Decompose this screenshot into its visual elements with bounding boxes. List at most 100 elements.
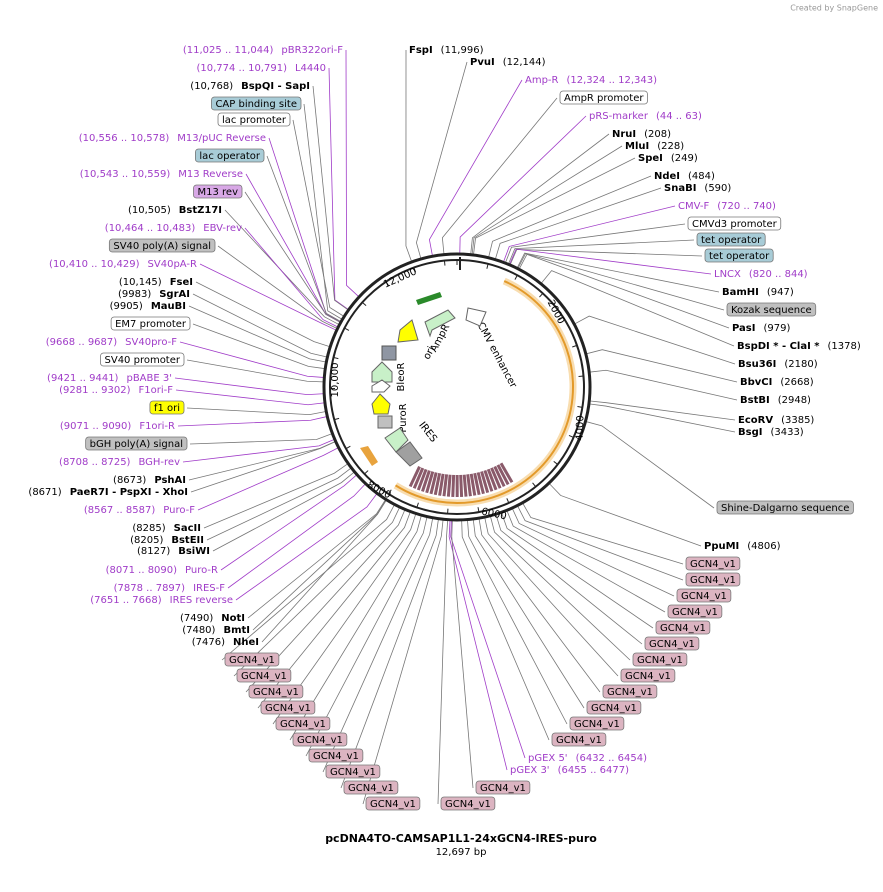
map-label: GCN4_v1: [686, 557, 740, 570]
enzyme-name: NheI: [233, 637, 259, 648]
enzyme-name: FspI: [409, 45, 433, 56]
position: (947): [767, 287, 794, 298]
position: (3385): [781, 415, 814, 426]
enzyme-name: SpeI: [638, 153, 663, 164]
repeat-hatch: [448, 475, 450, 497]
em7-box: [382, 346, 396, 360]
enzyme-name: BmtI: [223, 625, 250, 636]
leader-line: [491, 517, 630, 660]
ring-label: 6000: [480, 506, 507, 522]
map-label: FseI(10,145): [119, 277, 193, 288]
ring-label: 4000: [575, 415, 587, 441]
position: (7651 .. 7668): [90, 595, 162, 606]
position: (11,996): [441, 45, 484, 56]
leader-line: [193, 294, 326, 357]
feature-name: GCN4_v1: [253, 687, 299, 698]
map-label: GCN4_v1: [686, 573, 740, 586]
position: (2180): [784, 359, 817, 370]
position: (4806): [747, 541, 780, 552]
map-label: EBV-rev(10,464 .. 10,483): [105, 223, 242, 234]
feature-name: lac operator: [199, 151, 260, 162]
map-label: F1ori-F(9281 .. 9302): [59, 385, 173, 396]
map-label: GCN4_v1: [441, 797, 495, 810]
leader-line: [590, 404, 735, 432]
primer-name: LNCX: [714, 269, 741, 280]
enzyme-name: PasI: [732, 323, 755, 334]
repeat-hatch: [453, 475, 454, 497]
repeat-hatch: [444, 474, 447, 496]
position: (9421 .. 9441): [47, 373, 119, 384]
leader-line: [304, 104, 342, 319]
map-label: pBABE 3' (9421 .. 9441): [47, 373, 172, 384]
feature-name: GCN4_v1: [681, 591, 727, 602]
position: (10,543 .. 10,559): [80, 169, 171, 180]
leader-line: [236, 494, 377, 600]
map-label: Kozak sequence: [727, 303, 816, 316]
feature-name: GCN4_v1: [265, 703, 311, 714]
leader-line: [517, 253, 719, 292]
primer-name: BGH-rev: [138, 457, 180, 468]
leader-line: [462, 521, 549, 740]
map-label: pGEX 5'(6432 .. 6454): [528, 753, 647, 764]
map-label: GCN4_v1: [344, 781, 398, 794]
primer-name: SV40pA-R: [148, 259, 197, 270]
position: (9905): [110, 301, 143, 312]
leader-line: [178, 417, 326, 426]
map-label: GCN4_v1: [476, 781, 530, 794]
map-label: lac operator: [195, 149, 264, 162]
map-label: pGEX 3'(6455 .. 6477): [510, 765, 629, 776]
leader-line: [523, 504, 683, 564]
enzyme-name: NotI: [221, 613, 245, 624]
map-label: SnaBI(590): [664, 183, 731, 194]
map-label: SgrAI(9983): [118, 289, 190, 300]
leader-line: [473, 520, 584, 708]
position: (8127): [137, 546, 170, 557]
leader-line: [513, 509, 674, 596]
enzyme-name: MluI: [625, 141, 649, 152]
primer-name: pRS-marker: [589, 111, 649, 122]
map-label: f1 ori: [150, 401, 184, 414]
primer-name: pBR322ori-F: [281, 45, 343, 56]
map-length: 12,697 bp: [436, 847, 487, 858]
primer-name: SV40pro-F: [125, 337, 177, 348]
leader-line: [504, 206, 675, 261]
map-label: pBR322ori-F(11,025 .. 11,044): [183, 45, 343, 56]
primer-name: pBABE 3': [126, 373, 172, 384]
small-orange-arrow: [360, 446, 378, 466]
map-label: PpuMI (4806): [704, 541, 781, 552]
enzyme-name: BspQI - SapI: [241, 81, 310, 92]
position: (8285): [132, 523, 165, 534]
map-label: BamHI(947): [722, 287, 794, 298]
leader-line: [234, 508, 399, 676]
leader-line: [510, 249, 702, 264]
map-label: GCN4_v1: [645, 637, 699, 650]
feature-name: GCN4_v1: [690, 575, 736, 586]
enzyme-name: PaeR7I - PspXI - XhoI: [70, 487, 188, 498]
primer-name: pGEX 5': [528, 753, 568, 764]
leader-line: [586, 422, 714, 508]
feature-name: CMVd3 promoter: [692, 219, 778, 230]
leader-line: [575, 316, 735, 364]
ori-arrow: [398, 320, 418, 342]
map-label: EM7 promoter: [111, 317, 190, 330]
map-label: lac promoter: [218, 113, 290, 126]
map-label: Bsu36I(2180): [738, 359, 818, 370]
map-label: SV40 poly(A) signal: [109, 239, 215, 252]
feature-name: EM7 promoter: [115, 319, 187, 330]
leader-line: [472, 146, 622, 254]
ring-label: 12,000: [382, 266, 418, 290]
leader-line: [196, 282, 329, 346]
feature-label: IRES: [416, 420, 439, 445]
feature-name: GCN4_v1: [313, 751, 359, 762]
leader-line: [590, 370, 737, 400]
position: (9281 .. 9302): [59, 385, 131, 396]
map-label: SV40 promoter: [101, 353, 185, 366]
position: (8671): [28, 487, 61, 498]
map-label: F1ori-R(9071 .. 9090): [60, 421, 175, 432]
map-label: SV40pA-R(10,410 .. 10,429): [49, 259, 197, 270]
position: (2668): [780, 377, 813, 388]
map-label: NotI(7490): [180, 613, 245, 624]
enzyme-name: PpuMI: [704, 541, 739, 552]
